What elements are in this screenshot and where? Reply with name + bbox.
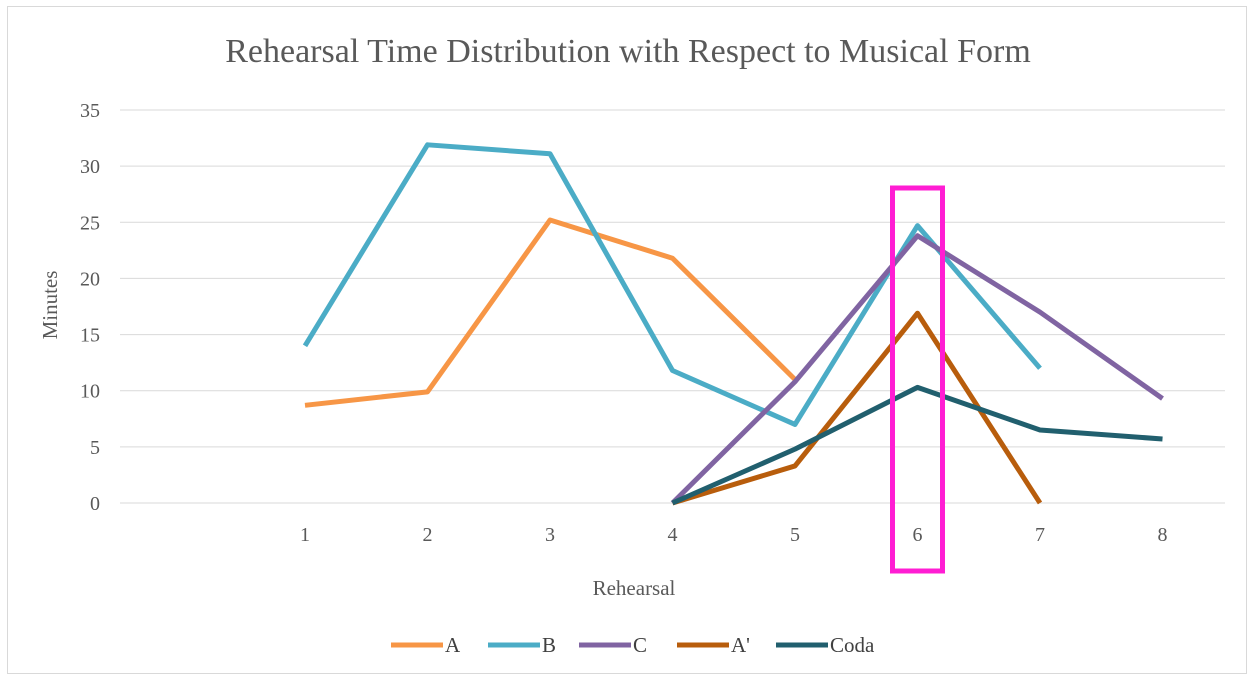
x-tick-label: 1 [300, 524, 310, 546]
legend-item: Coda [776, 633, 875, 657]
y-tick-label: 25 [80, 212, 100, 234]
x-tick-label: 8 [1158, 524, 1168, 546]
legend-label: A' [731, 633, 750, 657]
legend-label: B [542, 633, 556, 657]
y-tick-label: 5 [90, 437, 100, 459]
y-tick-label: 10 [80, 381, 100, 403]
legend-item: B [488, 633, 556, 657]
legend-item: C [579, 633, 647, 657]
legend-item: A [391, 633, 461, 657]
series-line-coda [671, 384, 1163, 506]
legend-label: C [633, 633, 647, 657]
legend: A B C A' Coda [391, 633, 875, 657]
series-line-a [304, 217, 797, 408]
x-tick-label: 4 [668, 524, 678, 546]
series-line-a- [671, 310, 1043, 506]
x-tick-label: 6 [913, 524, 923, 546]
series-line-c [670, 233, 1164, 505]
y-tick-label: 0 [90, 493, 100, 515]
chart-frame [7, 6, 1247, 674]
chart-title: Rehearsal Time Distribution with Respect… [225, 33, 1031, 70]
y-axis-title: Minutes [38, 271, 62, 340]
y-tick-label: 30 [80, 156, 100, 178]
x-axis-title: Rehearsal [593, 576, 676, 600]
x-tick-label: 2 [423, 524, 433, 546]
x-tick-label: 3 [545, 524, 555, 546]
x-tick-label: 7 [1035, 524, 1045, 546]
gridlines [120, 109, 1225, 504]
series-line-b [302, 142, 1042, 427]
series-lines [302, 142, 1164, 506]
legend-label: A [445, 633, 461, 657]
x-tick-label: 5 [790, 524, 800, 546]
y-axis-ticks: 0 5 10 15 20 25 30 35 [80, 100, 100, 515]
x-axis-ticks: 1 2 3 4 5 6 7 8 [300, 524, 1168, 546]
y-tick-label: 15 [80, 325, 100, 347]
legend-item: A' [677, 633, 750, 657]
highlight-box [890, 185, 945, 574]
y-tick-label: 20 [80, 268, 100, 290]
y-tick-label: 35 [80, 100, 100, 122]
legend-label: Coda [830, 633, 875, 657]
